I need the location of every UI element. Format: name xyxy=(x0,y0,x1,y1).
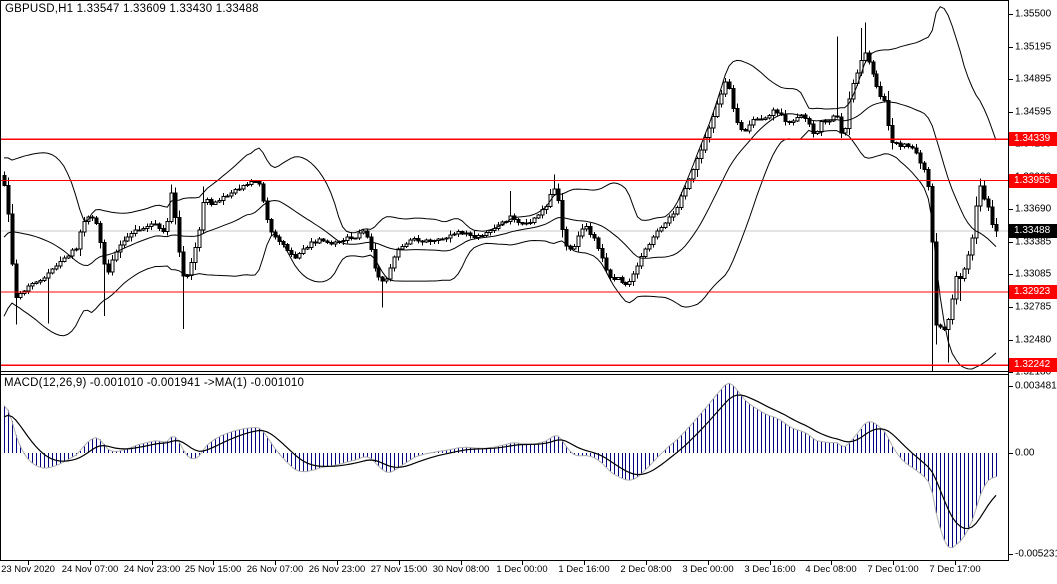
price-tick-label: 1.32180 xyxy=(1015,366,1052,378)
price-tick-label: 1.35195 xyxy=(1015,41,1052,53)
level-price-box: 1.33955 xyxy=(1009,174,1057,188)
macd-tick-label: 0.00 xyxy=(1015,447,1035,459)
chart-title: GBPUSD,H1 1.33547 1.33609 1.33430 1.3348… xyxy=(5,3,259,15)
macd-tick-label: -0.005231 xyxy=(1015,548,1057,560)
level-price-box: 1.34339 xyxy=(1009,132,1057,146)
time-tick-label: 1 Dec 00:00 xyxy=(496,564,548,575)
time-tick-label: 27 Nov 15:00 xyxy=(370,564,428,575)
current-price-box: 1.33488 xyxy=(1009,224,1057,238)
price-tick-label: 1.33690 xyxy=(1015,203,1052,215)
time-tick-label: 23 Nov 2020 xyxy=(1,564,55,575)
time-tick-label: 3 Dec 00:00 xyxy=(682,564,734,575)
time-tick-label: 3 Dec 16:00 xyxy=(744,564,796,575)
price-tick-label: 1.35500 xyxy=(1015,8,1052,20)
price-tick-label: 1.34895 xyxy=(1015,73,1052,85)
time-tick-label: 1 Dec 16:00 xyxy=(558,564,610,575)
time-tick-label: 7 Dec 17:00 xyxy=(929,564,981,575)
price-tick-label: 1.34595 xyxy=(1015,106,1052,118)
time-tick-label: 26 Nov 23:00 xyxy=(308,564,366,575)
level-price-box: 1.32242 xyxy=(1009,358,1057,372)
level-price-box: 1.32923 xyxy=(1009,285,1057,299)
time-tick-label: 26 Nov 07:00 xyxy=(246,564,304,575)
price-tick-label: 1.33385 xyxy=(1015,236,1052,248)
time-tick-label: 2 Dec 08:00 xyxy=(620,564,672,575)
macd-label: MACD(12,26,9) -0.001010 -0.001941 ->MA(1… xyxy=(4,377,305,389)
time-tick-label: 7 Dec 01:00 xyxy=(867,564,919,575)
price-tick-label: 1.32785 xyxy=(1015,301,1052,313)
price-tick-label: 1.33085 xyxy=(1015,268,1052,280)
time-tick-label: 30 Nov 08:00 xyxy=(432,564,490,575)
macd-tick-label: 0.003481 xyxy=(1015,380,1057,392)
time-tick-label: 24 Nov 07:00 xyxy=(61,564,119,575)
time-tick-label: 4 Dec 08:00 xyxy=(805,564,857,575)
time-tick-label: 25 Nov 15:00 xyxy=(184,564,242,575)
price-tick-label: 1.32480 xyxy=(1015,334,1052,346)
time-tick-label: 24 Nov 23:00 xyxy=(123,564,181,575)
